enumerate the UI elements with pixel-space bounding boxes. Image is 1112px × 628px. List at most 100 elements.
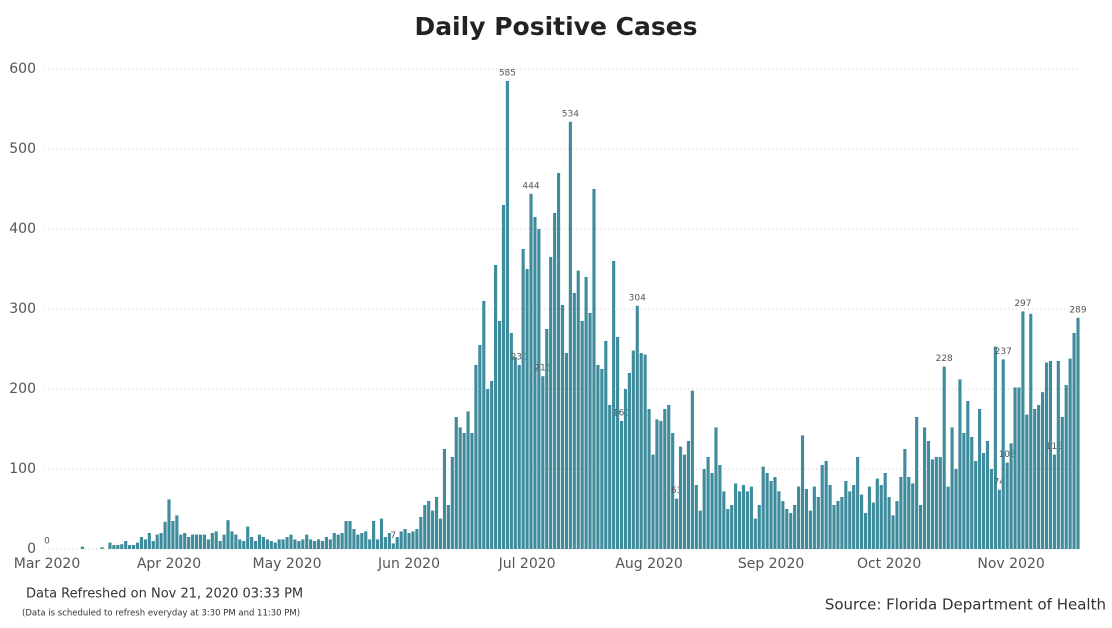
bar <box>435 497 439 549</box>
bar <box>895 501 899 549</box>
bar <box>155 534 159 549</box>
bar <box>167 499 171 549</box>
bar <box>391 543 395 549</box>
bar <box>379 518 384 549</box>
bar <box>812 486 816 549</box>
bar <box>332 533 336 549</box>
bar <box>407 533 411 549</box>
bar <box>289 534 293 549</box>
bar <box>852 485 856 549</box>
bar <box>804 489 809 549</box>
y-tick-label: 400 <box>9 221 36 237</box>
bar <box>210 533 214 549</box>
bar <box>761 466 765 549</box>
x-tick-label: May 2020 <box>253 556 322 572</box>
bar <box>411 531 415 549</box>
y-tick-label: 100 <box>9 461 36 477</box>
bar <box>234 534 238 549</box>
schedule-note: (Data is scheduled to refresh everyday a… <box>22 609 300 619</box>
bar <box>415 529 419 549</box>
bar <box>462 433 466 549</box>
bar <box>1056 361 1060 549</box>
bar <box>564 353 569 549</box>
bar <box>230 531 234 549</box>
bar <box>100 547 104 549</box>
bar <box>501 205 506 549</box>
bar <box>529 193 533 550</box>
x-tick-label: Sep 2020 <box>738 556 804 572</box>
bar <box>450 457 454 549</box>
bar <box>285 537 289 549</box>
bar <box>867 486 872 549</box>
bar <box>281 539 285 549</box>
data-label: 444 <box>522 181 539 191</box>
bar <box>690 390 694 549</box>
bar <box>714 427 718 549</box>
bar <box>438 518 443 549</box>
bar <box>926 441 931 549</box>
bar <box>871 502 875 549</box>
x-tick-label: Jun 2020 <box>377 556 440 572</box>
bar <box>257 534 262 549</box>
bar <box>246 526 250 549</box>
bar <box>309 539 313 549</box>
bar <box>128 545 132 549</box>
bar <box>497 321 502 549</box>
bar <box>1064 385 1068 549</box>
bar <box>218 541 222 549</box>
refresh-note: Data Refreshed on Nov 21, 2020 03:33 PM <box>26 587 303 602</box>
bar <box>143 539 147 549</box>
bar <box>619 421 624 549</box>
bar <box>324 537 328 549</box>
bar <box>222 534 226 549</box>
bar <box>120 544 124 549</box>
bar <box>395 537 399 549</box>
bar <box>745 491 750 549</box>
bar <box>608 405 612 549</box>
bar <box>789 513 793 549</box>
bar <box>749 486 753 549</box>
bar <box>265 539 269 549</box>
bar <box>950 427 954 549</box>
bar <box>427 501 431 549</box>
bar <box>639 353 643 549</box>
bar <box>194 534 199 549</box>
bar <box>344 521 348 549</box>
bar <box>698 510 702 549</box>
bar <box>375 539 380 549</box>
bar <box>627 373 631 549</box>
bar <box>970 437 974 549</box>
bar <box>1021 311 1025 549</box>
bar <box>738 491 742 549</box>
bar <box>930 459 934 549</box>
y-tick-label: 0 <box>27 541 36 557</box>
bar <box>368 539 372 549</box>
bar <box>572 293 576 549</box>
source-note: Source: Florida Department of Health <box>825 596 1106 614</box>
bar <box>1029 313 1033 549</box>
x-tick-label: Oct 2020 <box>857 556 921 572</box>
bar <box>372 521 376 549</box>
bar <box>442 449 447 549</box>
bar <box>277 539 281 549</box>
bar <box>1013 387 1017 549</box>
bar <box>596 365 600 549</box>
bar <box>297 541 301 549</box>
bar <box>856 457 860 549</box>
chart-title: Daily Positive Cases <box>414 12 697 41</box>
bar <box>478 345 482 549</box>
bar <box>340 533 344 549</box>
bar <box>891 515 895 549</box>
bar <box>387 533 391 549</box>
bar <box>981 453 986 549</box>
bar <box>907 477 911 549</box>
bar <box>403 529 407 549</box>
bar <box>710 473 714 549</box>
bar <box>863 513 868 549</box>
data-label: 230 <box>511 353 528 363</box>
bar <box>474 365 478 549</box>
data-label: 297 <box>1014 299 1031 309</box>
bar <box>911 483 915 549</box>
bar <box>726 509 730 549</box>
bar <box>722 491 726 549</box>
